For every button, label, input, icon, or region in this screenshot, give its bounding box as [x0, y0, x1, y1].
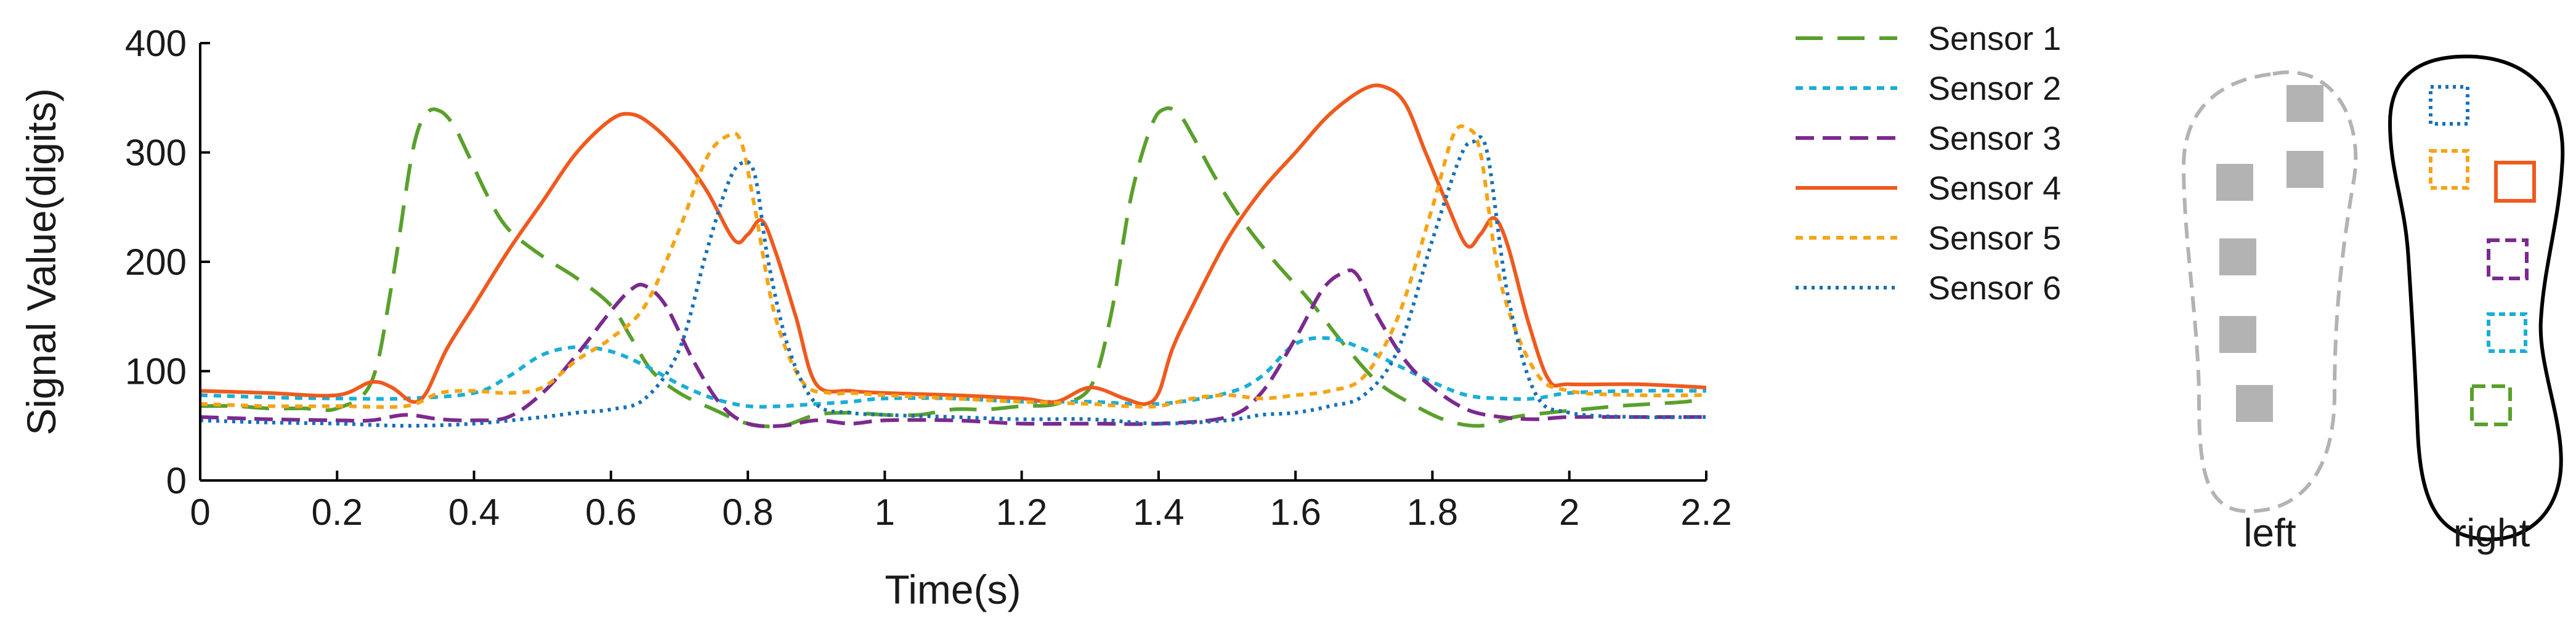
right-sensors [2429, 85, 2536, 426]
x-tick-label: 1.8 [1407, 492, 1458, 533]
x-tick-label: 0.6 [585, 492, 636, 533]
x-tick-label: 1.2 [996, 492, 1047, 533]
y-axis-title: Signal Value(digits) [18, 88, 64, 436]
legend-item-sensor-3: Sensor 3 [1796, 120, 2061, 157]
legend-item-sensor-5: Sensor 5 [1796, 220, 2061, 257]
y-tick-label: 300 [125, 132, 187, 174]
x-tick-label: 2.2 [1680, 492, 1732, 533]
y-tick-label: 200 [125, 241, 187, 283]
x-tick-label: 0 [190, 492, 210, 533]
x-tick-label: 0.4 [448, 492, 500, 533]
series-layer [200, 83, 1707, 429]
plot-area: 0 0.2 0.4 0.6 0.8 1 1.2 1.4 1.6 1.8 2 2.2 0 100 200 30… [18, 23, 1732, 612]
legend-item-sensor-6: Sensor 6 [1796, 270, 2061, 307]
y-tick-label: 400 [125, 23, 187, 64]
y-tick-label: 100 [125, 351, 187, 392]
sensor-3-line [200, 268, 1706, 429]
right-sensor-6-marker [2429, 85, 2469, 126]
x-tick-label: 0.2 [312, 492, 363, 533]
right-sensor-5-marker [2429, 149, 2469, 190]
x-tick-label: 0.8 [722, 492, 773, 533]
left-sensor-placeholder [2216, 164, 2253, 201]
sensor-1-line [200, 106, 1707, 429]
foot-inset: left right [2181, 54, 2565, 555]
legend-label: Sensor 4 [1928, 170, 2061, 207]
sensor-4-line [200, 83, 1707, 406]
left-sensor-placeholder [2286, 85, 2323, 122]
x-tick-label: 1.4 [1133, 492, 1184, 533]
legend-label: Sensor 1 [1928, 20, 2061, 57]
sensor-5-line [200, 124, 1707, 409]
right-sensor-1-marker [2470, 384, 2512, 426]
left-foot-outline [2181, 70, 2358, 514]
legend-label: Sensor 3 [1928, 120, 2061, 157]
legend: Sensor 1 Sensor 2 Sensor 3 Sensor 4 Sensor 5… [1796, 20, 2061, 307]
x-axis-title: Time(s) [885, 567, 1021, 612]
legend-item-sensor-2: Sensor 2 [1796, 70, 2061, 107]
x-tick-label: 1 [875, 492, 895, 533]
right-foot-label: right [2453, 511, 2530, 555]
right-sensor-3-marker [2487, 238, 2529, 280]
left-sensor-placeholder [2219, 238, 2256, 275]
left-sensor-placeholder [2219, 316, 2256, 353]
y-ticks: 0 100 200 300 400 [125, 23, 210, 501]
left-sensor-placeholder [2236, 385, 2273, 422]
legend-item-sensor-1: Sensor 1 [1796, 20, 2061, 57]
x-ticks: 0 0.2 0.4 0.6 0.8 1 1.2 1.4 1.6 1.8 2 2.2 [190, 471, 1732, 533]
left-sensors [2216, 85, 2323, 422]
y-tick-label: 0 [166, 460, 187, 501]
right-sensor-4-marker [2494, 161, 2536, 203]
sensor-6-line [200, 135, 1707, 428]
legend-item-sensor-4: Sensor 4 [1796, 170, 2061, 207]
left-sensor-placeholder [2286, 151, 2323, 188]
right-foot-outline [2388, 54, 2565, 541]
legend-label: Sensor 6 [1928, 270, 2061, 307]
left-foot-label: left [2243, 511, 2296, 555]
x-tick-label: 2 [1559, 492, 1579, 533]
legend-label: Sensor 5 [1928, 220, 2061, 257]
x-tick-label: 1.6 [1270, 492, 1321, 533]
legend-label: Sensor 2 [1928, 70, 2061, 107]
right-sensor-2-marker [2487, 312, 2527, 353]
